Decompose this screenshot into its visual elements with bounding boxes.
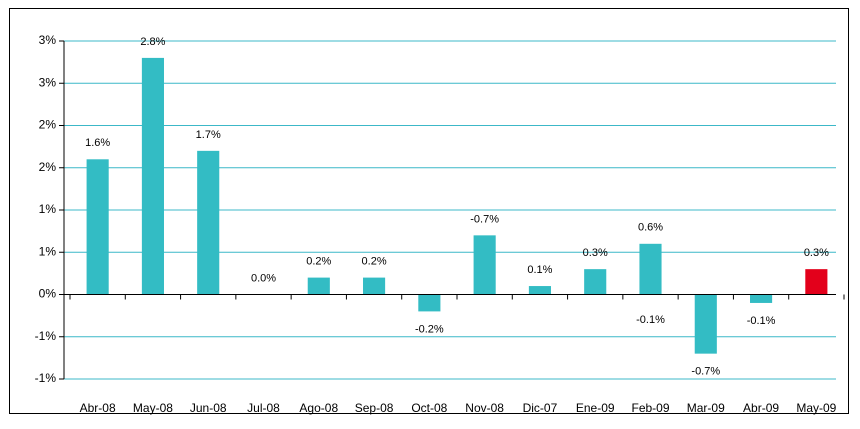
data-label: 0.0% (251, 272, 276, 284)
bar (197, 150, 220, 295)
x-tick-label: Nov-08 (465, 401, 504, 415)
y-tick-label: -1% (35, 329, 57, 343)
x-tick-label: Abr-08 (80, 401, 116, 415)
data-label: 1.7% (196, 129, 221, 141)
bar (307, 277, 330, 295)
x-tick-label: Abr-09 (743, 401, 779, 415)
data-label: -0.7% (470, 213, 499, 225)
bar (141, 57, 164, 295)
chart-frame (9, 8, 849, 414)
bar (528, 286, 551, 295)
bar (639, 243, 662, 295)
y-tick-label: 3% (39, 75, 57, 89)
data-label: -0.2% (415, 323, 444, 335)
bar (805, 269, 828, 295)
x-tick-label: Jul-08 (247, 401, 280, 415)
y-tick-label: 1% (39, 244, 57, 258)
data-label: -0.7% (691, 366, 720, 378)
bar (750, 294, 773, 303)
data-label: 2.8% (140, 36, 165, 48)
x-tick-label: May-08 (133, 401, 173, 415)
x-tick-label: Ago-08 (299, 401, 338, 415)
data-label: 0.1% (527, 264, 552, 276)
y-tick-label: 3% (39, 33, 57, 47)
bar (86, 159, 109, 295)
data-label: 0.2% (306, 256, 331, 268)
y-tick-label: -1% (35, 371, 57, 385)
y-tick-label: 1% (39, 202, 57, 216)
bar (694, 294, 717, 354)
x-tick-label: Jun-08 (190, 401, 227, 415)
x-tick-label: Oct-08 (411, 401, 447, 415)
data-label: -0.1% (747, 315, 776, 327)
x-tick-label: May-09 (796, 401, 836, 415)
x-tick-label: Dic-07 (523, 401, 558, 415)
data-label: 0.3% (583, 247, 608, 259)
x-tick-label: Mar-09 (687, 401, 725, 415)
data-label: 0.3% (804, 247, 829, 259)
data-label: 0.2% (362, 256, 387, 268)
y-tick-label: 2% (39, 118, 57, 132)
data-label: 1.6% (85, 137, 110, 149)
bar (363, 277, 386, 295)
bar (418, 294, 441, 312)
x-tick-label: Sep-08 (355, 401, 394, 415)
y-tick-label: 2% (39, 160, 57, 174)
bar (584, 269, 607, 295)
data-label: 0.6% (638, 222, 663, 234)
x-tick-label: Ene-09 (576, 401, 615, 415)
bar (473, 235, 496, 295)
x-tick-label: Feb-09 (631, 401, 669, 415)
annotation: -0.1% (636, 314, 665, 326)
y-tick-label: 0% (39, 287, 57, 301)
